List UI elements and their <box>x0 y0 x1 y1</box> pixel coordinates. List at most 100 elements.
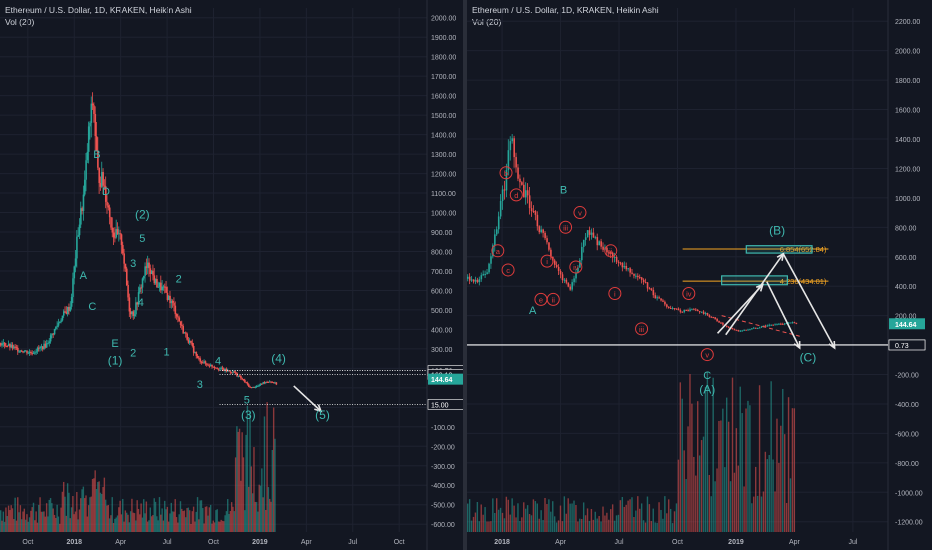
candle-body <box>72 278 74 298</box>
volume-bar <box>83 498 86 532</box>
pane-divider[interactable] <box>463 0 467 550</box>
candle-body <box>169 295 171 304</box>
candle-body <box>548 242 550 250</box>
volume-bar <box>253 447 255 532</box>
volume-bar <box>621 496 624 532</box>
wave-label-circle <box>509 188 523 202</box>
candle-body <box>716 318 718 322</box>
volume-bar <box>523 502 525 532</box>
wave-label: (3) <box>241 408 256 422</box>
volume-bar <box>671 523 674 532</box>
candle-body <box>780 323 782 325</box>
volume-bar <box>22 511 24 532</box>
volume-bar <box>495 498 498 532</box>
volume-bar <box>565 513 567 532</box>
left-chart-canvas[interactable]: 2000.001900.001800.001700.001600.001500.… <box>0 0 463 550</box>
candle-body <box>569 286 572 290</box>
volume-bar <box>137 508 140 532</box>
y-tick-label: -1200.00 <box>895 520 923 527</box>
candle-body <box>27 352 30 354</box>
candle-body <box>146 262 149 268</box>
volume-bar <box>739 386 741 532</box>
candle-body <box>229 371 232 373</box>
volume-bar <box>756 495 759 532</box>
wave-label-circle <box>682 286 696 300</box>
volume-bar <box>695 475 697 532</box>
candle-body <box>262 382 265 384</box>
candle-body <box>19 350 22 352</box>
volume-bar <box>99 492 102 532</box>
volume-bar <box>782 388 784 532</box>
volume-indicator-label[interactable]: Vol (20) <box>472 17 502 27</box>
candle-body <box>613 256 616 258</box>
candle-body <box>11 344 14 349</box>
candle-body <box>714 317 717 319</box>
volume-bar <box>668 499 670 532</box>
candle-body <box>213 366 216 368</box>
candle-body <box>207 364 209 366</box>
volume-bar <box>3 521 6 532</box>
candle-body <box>136 302 139 305</box>
candle-body <box>178 317 181 322</box>
candle-body <box>228 370 230 372</box>
volume-bar <box>1 520 3 532</box>
volume-bar <box>19 505 22 532</box>
volume-bar <box>202 508 204 532</box>
volume-bar <box>31 507 33 532</box>
candle-body <box>150 270 153 275</box>
y-tick-label: 2200.00 <box>895 19 920 26</box>
candle-body <box>662 300 664 302</box>
candle-body <box>584 237 587 240</box>
volume-bar <box>501 512 504 532</box>
candle-body <box>637 275 639 278</box>
volume-bar <box>203 523 205 532</box>
volume-bar <box>51 503 53 532</box>
x-tick-label: Oct <box>672 539 683 546</box>
volume-bar <box>170 502 172 532</box>
volume-bar <box>217 521 220 532</box>
wave-label: v <box>578 209 582 218</box>
wave-label: 5 <box>139 233 145 245</box>
volume-bar <box>706 372 709 532</box>
candle-body <box>519 178 521 183</box>
candle-body <box>695 309 697 311</box>
candle-body <box>754 327 757 329</box>
x-tick-label: Apr <box>555 539 567 546</box>
volume-bar <box>517 503 519 532</box>
candle-body <box>20 350 23 352</box>
candle-body <box>206 363 208 365</box>
volume-bar <box>81 489 83 532</box>
candle-body <box>158 282 161 287</box>
volume-bar <box>238 428 241 532</box>
candle-body <box>15 347 18 349</box>
candle-body <box>65 311 68 314</box>
candle-body <box>687 309 689 312</box>
right-chart-canvas[interactable]: 2200.00 2000.00 1800.00 1600.00 1400.00 1200.… <box>467 0 932 550</box>
wave-label: 1 <box>163 347 169 359</box>
y-tick-label: 200.00 <box>895 314 917 321</box>
x-tick-label: Oct <box>394 539 405 546</box>
candle-body <box>704 312 707 314</box>
volume-bar <box>145 501 148 532</box>
volume-bar <box>764 451 767 532</box>
volume-bar <box>751 503 753 532</box>
candle-body <box>669 307 672 309</box>
candle-body <box>708 315 711 317</box>
volume-bar <box>246 405 249 532</box>
y-tick-label: -200.00 <box>431 444 455 451</box>
candle-body <box>563 279 566 281</box>
candle-body <box>82 194 85 211</box>
volume-bar <box>127 514 129 532</box>
candle-body <box>602 246 604 250</box>
volume-bar <box>149 507 152 532</box>
volume-bar <box>230 502 233 532</box>
x-tick-label: Jul <box>163 539 172 546</box>
volume-indicator-label[interactable]: Vol (20) <box>5 17 35 27</box>
volume-bar <box>683 450 685 532</box>
candle-body <box>274 382 276 384</box>
volume-bar <box>120 514 123 532</box>
candle-body <box>0 343 2 346</box>
volume-bar <box>526 505 529 532</box>
candle-body <box>108 207 111 218</box>
volume-bar <box>20 519 23 532</box>
